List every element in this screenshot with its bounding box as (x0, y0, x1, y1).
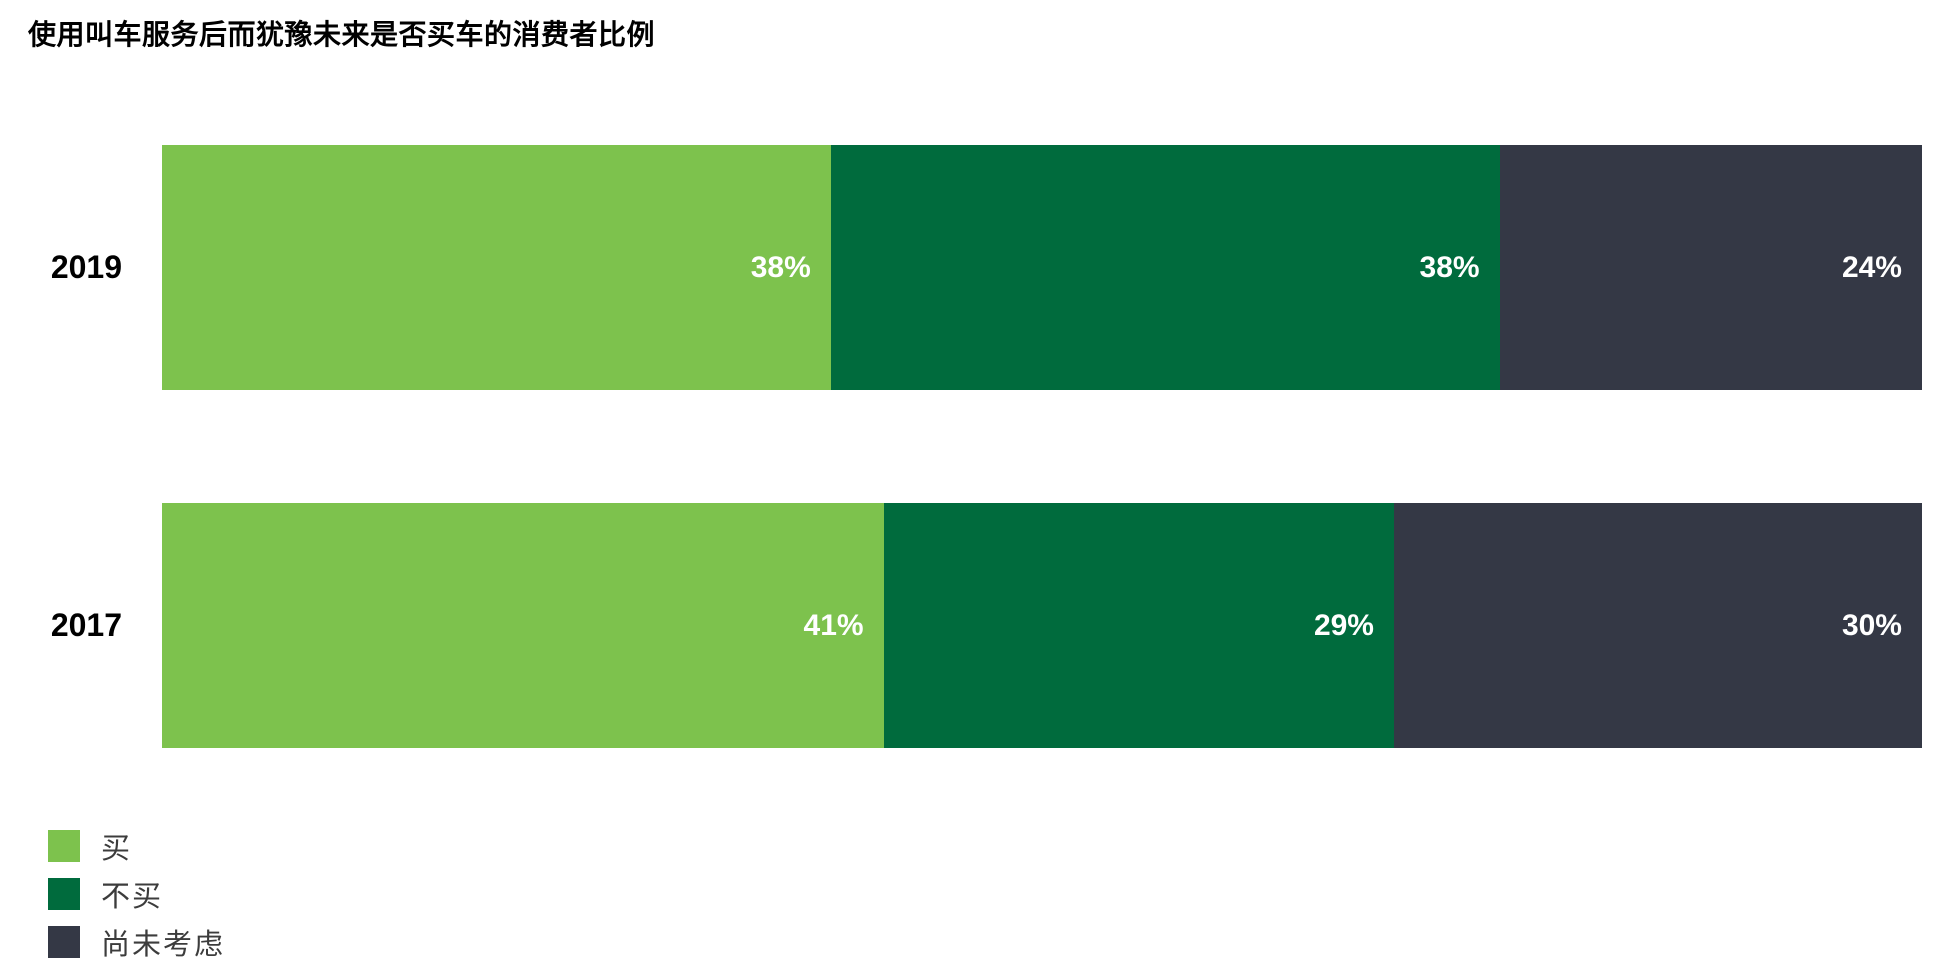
bar-segment: 24% (1499, 145, 1922, 390)
segment-value-label: 38% (1419, 250, 1480, 284)
segment-value-label: 41% (803, 608, 864, 642)
stacked-bar-chart: 2019 38% 38% 24% 2017 41% 29% 30% (0, 145, 1946, 748)
stacked-bar: 38% 38% 24% (162, 145, 1922, 390)
bar-segment: 38% (162, 145, 831, 390)
segment-value-label: 29% (1313, 608, 1374, 642)
bar-segment: 30% (1393, 503, 1922, 748)
chart-legend: 买不买 尚未考虑 (48, 830, 225, 961)
legend-swatch (48, 878, 80, 910)
legend-label: 尚未考虑 (101, 929, 226, 961)
segment-value-label: 24% (1841, 250, 1902, 284)
category-label: 2019 (50, 249, 122, 285)
legend-item: 买 (48, 830, 225, 865)
legend-item: 不买 (48, 878, 225, 913)
bar-segment: 38% (830, 145, 1500, 390)
stacked-bar: 41% 29% 30% (162, 503, 1922, 748)
segment-value-label: 30% (1841, 608, 1902, 642)
legend-item: 尚未考虑 (48, 926, 225, 961)
legend-label: 买 (101, 833, 133, 865)
legend-swatch (48, 926, 80, 958)
bar-segment: 41% (162, 503, 884, 748)
bar-segment: 29% (883, 503, 1394, 748)
segment-value-label: 38% (750, 250, 811, 284)
bar-row-2019: 2019 38% 38% 24% (0, 145, 1922, 390)
legend-swatch (48, 830, 80, 862)
category-label: 2017 (50, 607, 122, 643)
legend-label: 不买 (101, 881, 164, 913)
bar-row-2017: 2017 41% 29% 30% (0, 503, 1922, 748)
chart-title: 使用叫车服务后而犹豫未来是否买车的消费者比例 (28, 19, 656, 50)
